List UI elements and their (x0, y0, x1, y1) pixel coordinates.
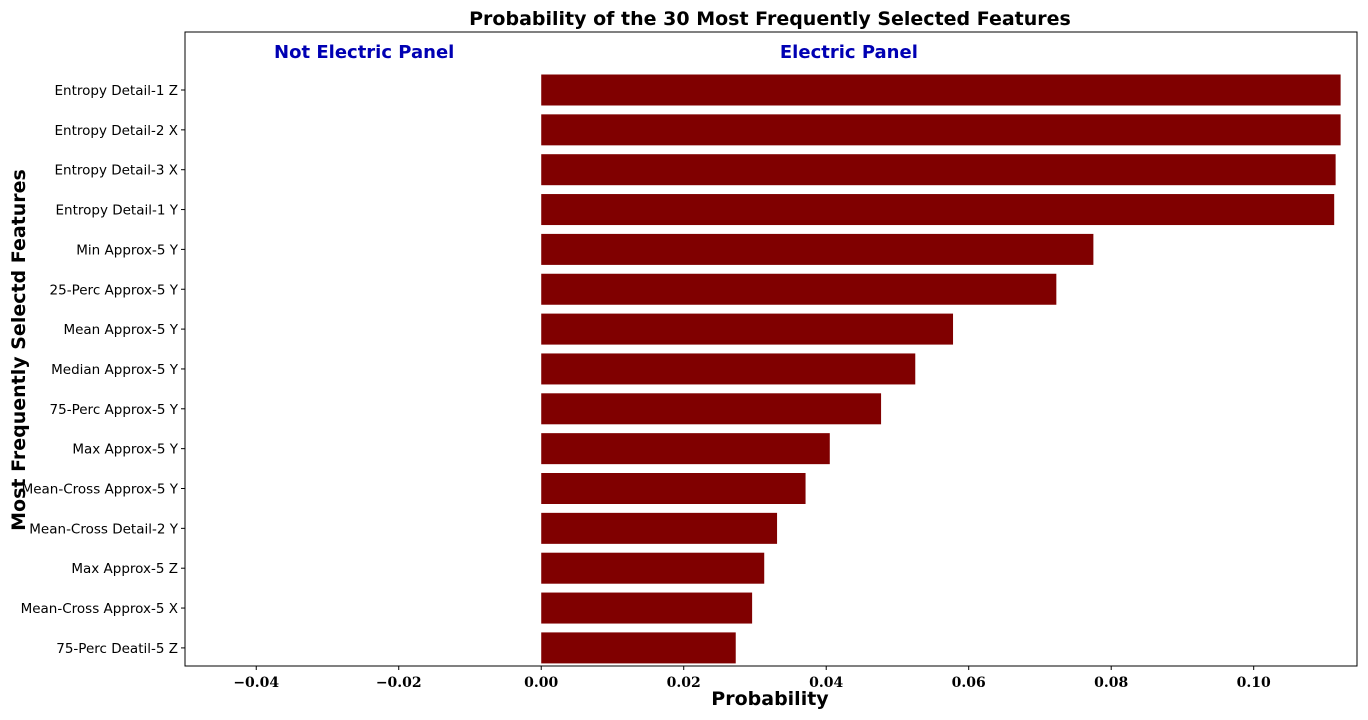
y-tick-label: 75-Perc Approx-5 Y (50, 402, 179, 418)
x-axis-label: Probability (711, 688, 829, 710)
x-tick-label: 0.08 (1094, 675, 1128, 691)
bar (541, 632, 736, 664)
y-tick-label: Median Approx-5 Y (51, 362, 179, 378)
x-tick-label: −0.02 (376, 675, 422, 691)
y-tick-label: Entropy Detail-2 X (54, 123, 178, 139)
y-tick-label: 75-Perc Deatil-5 Z (56, 641, 178, 657)
y-tick-label: Mean-Cross Approx-5 X (21, 601, 178, 617)
y-tick-labels: Entropy Detail-1 Z Entropy Detail-2 X Entr… (21, 83, 185, 657)
bar (541, 592, 753, 624)
x-tick-label: 0.00 (524, 675, 558, 691)
bars-group (541, 74, 1341, 664)
x-tick-label: 0.10 (1237, 675, 1271, 691)
y-tick-label: Mean-Cross Approx-5 Y (22, 482, 179, 498)
y-tick-label: Min Approx-5 Y (76, 242, 178, 258)
bar (541, 552, 765, 584)
bar (541, 233, 1094, 265)
bar (541, 512, 778, 544)
y-tick-label: 25-Perc Approx-5 Y (50, 282, 179, 298)
y-axis-label: Most Frequently Selectd Features (8, 169, 30, 531)
annotation-label: Electric Panel (780, 42, 918, 63)
bar (541, 353, 916, 385)
bar (541, 393, 882, 425)
annotation-label: Not Electric Panel (274, 42, 454, 63)
y-tick-label: Mean Approx-5 Y (63, 322, 178, 338)
chart-title: Probability of the 30 Most Frequently Se… (469, 8, 1071, 30)
x-tick-label: 0.04 (809, 675, 843, 691)
y-tick-label: Entropy Detail-3 X (54, 163, 178, 179)
annotations: Not Electric Panel Electric Panel (274, 42, 918, 63)
bar (541, 433, 830, 465)
bar (541, 114, 1341, 146)
bar (541, 154, 1336, 186)
x-tick-label: 0.02 (667, 675, 701, 691)
y-tick-label: Max Approx-5 Y (72, 442, 178, 458)
y-tick-label: Max Approx-5 Z (71, 561, 178, 577)
bar (541, 313, 954, 345)
x-tick-labels: −0.04 −0.02 0.00 0.02 0.04 0.06 0.08 0.10 (233, 666, 1271, 691)
x-tick-label: −0.04 (233, 675, 279, 691)
y-tick-label: Mean-Cross Detail-2 Y (29, 521, 178, 537)
y-tick-label: Entropy Detail-1 Z (54, 83, 178, 99)
x-tick-label: 0.06 (952, 675, 986, 691)
y-tick-label: Entropy Detail-1 Y (55, 203, 178, 219)
bar (541, 194, 1335, 226)
plot-frame (184, 31, 1358, 667)
bar (541, 473, 806, 504)
bar (541, 74, 1341, 106)
bar (541, 273, 1057, 305)
